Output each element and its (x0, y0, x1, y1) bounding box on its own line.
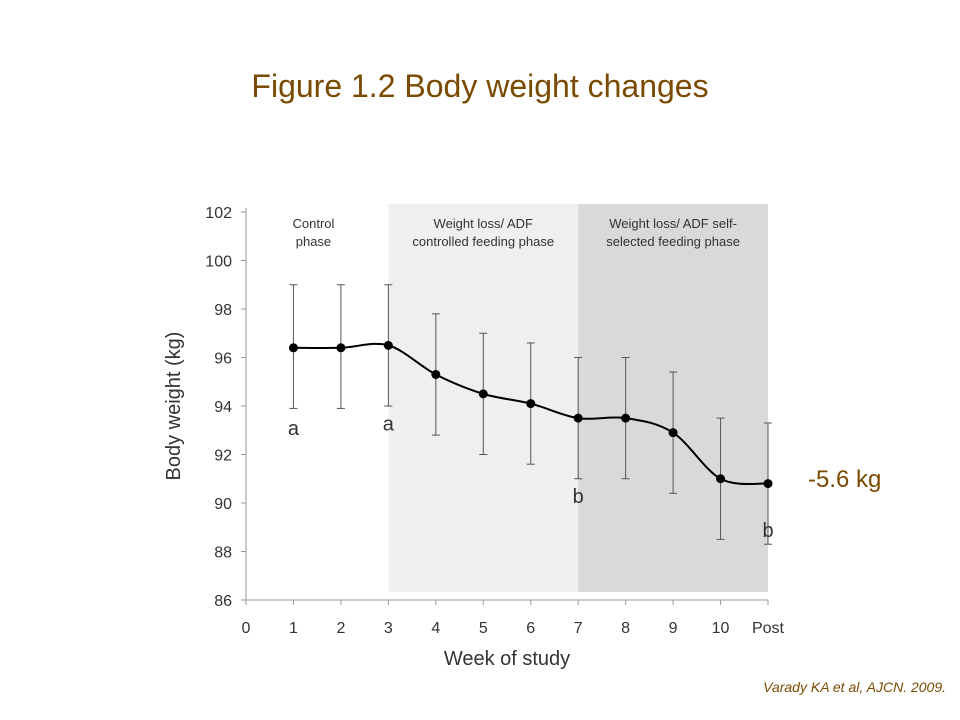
data-point-5 (478, 389, 488, 399)
y-tick-label-102: 102 (205, 205, 232, 222)
x-tick-label-0: 0 (242, 620, 251, 637)
x-tick-label-8: 8 (621, 620, 630, 637)
significance-label-1: a (383, 413, 395, 435)
data-point-7 (573, 413, 583, 423)
data-point-4 (431, 369, 441, 379)
slide-title: Figure 1.2 Body weight changes (251, 68, 709, 104)
y-tick-label-100: 100 (205, 254, 232, 271)
x-tick-label-2: 2 (336, 620, 345, 637)
significance-label-0: a (288, 418, 300, 440)
significance-label-3: b (762, 520, 773, 542)
x-tick-label-5: 5 (479, 620, 488, 637)
weight-change-label: -5.6 kg (808, 466, 882, 493)
y-axis-label: Body weight (kg) (163, 332, 185, 481)
x-tick-label-3: 3 (384, 620, 393, 637)
y-tick-label-94: 94 (214, 399, 232, 416)
y-tick-label-98: 98 (214, 302, 232, 319)
chart-axes: 86 88 90 92 94 96 98 100 102 0 1 2 3 4 5 6 7 8 9 10 Post Week… (163, 205, 785, 670)
x-tick-label-6: 6 (526, 620, 535, 637)
phase-label-1-line-1: controlled feeding phase (412, 234, 554, 249)
phase-label-2-line-0: Weight loss/ ADF self- (609, 216, 737, 231)
phase-label-0-line-0: Control (292, 216, 334, 231)
x-tick-label-7: 7 (574, 620, 583, 637)
y-tick-label-90: 90 (214, 496, 232, 513)
x-tick-label-1: 1 (289, 620, 298, 637)
data-point-8 (621, 413, 631, 423)
significance-label-2: b (573, 486, 584, 508)
data-point-10 (716, 474, 726, 484)
x-tick-label-10: 10 (712, 620, 730, 637)
x-tick-label-Post: Post (752, 620, 785, 637)
x-tick-label-4: 4 (431, 620, 440, 637)
data-point-1 (288, 343, 298, 353)
data-point-2 (336, 343, 346, 353)
y-tick-label-86: 86 (214, 593, 232, 610)
chart-labels: Control phase Weight loss/ ADF controlled f… (288, 216, 774, 542)
phase-label-2-line-1: selected feeding phase (606, 234, 740, 249)
x-axis-label: Week of study (444, 648, 570, 670)
x-tick-label-9: 9 (669, 620, 678, 637)
data-point-3 (383, 340, 393, 350)
y-tick-label-92: 92 (214, 448, 232, 465)
citation: Varady KA et al, AJCN. 2009. (763, 679, 946, 695)
weight-series (288, 284, 773, 545)
data-point-Post (763, 479, 773, 489)
y-tick-label-88: 88 (214, 545, 232, 562)
data-point-9 (668, 428, 678, 438)
data-point-6 (526, 399, 536, 409)
phase-label-1-line-0: Weight loss/ ADF (434, 216, 534, 231)
y-tick-label-96: 96 (214, 351, 232, 368)
phase-label-0-line-1: phase (296, 234, 331, 249)
